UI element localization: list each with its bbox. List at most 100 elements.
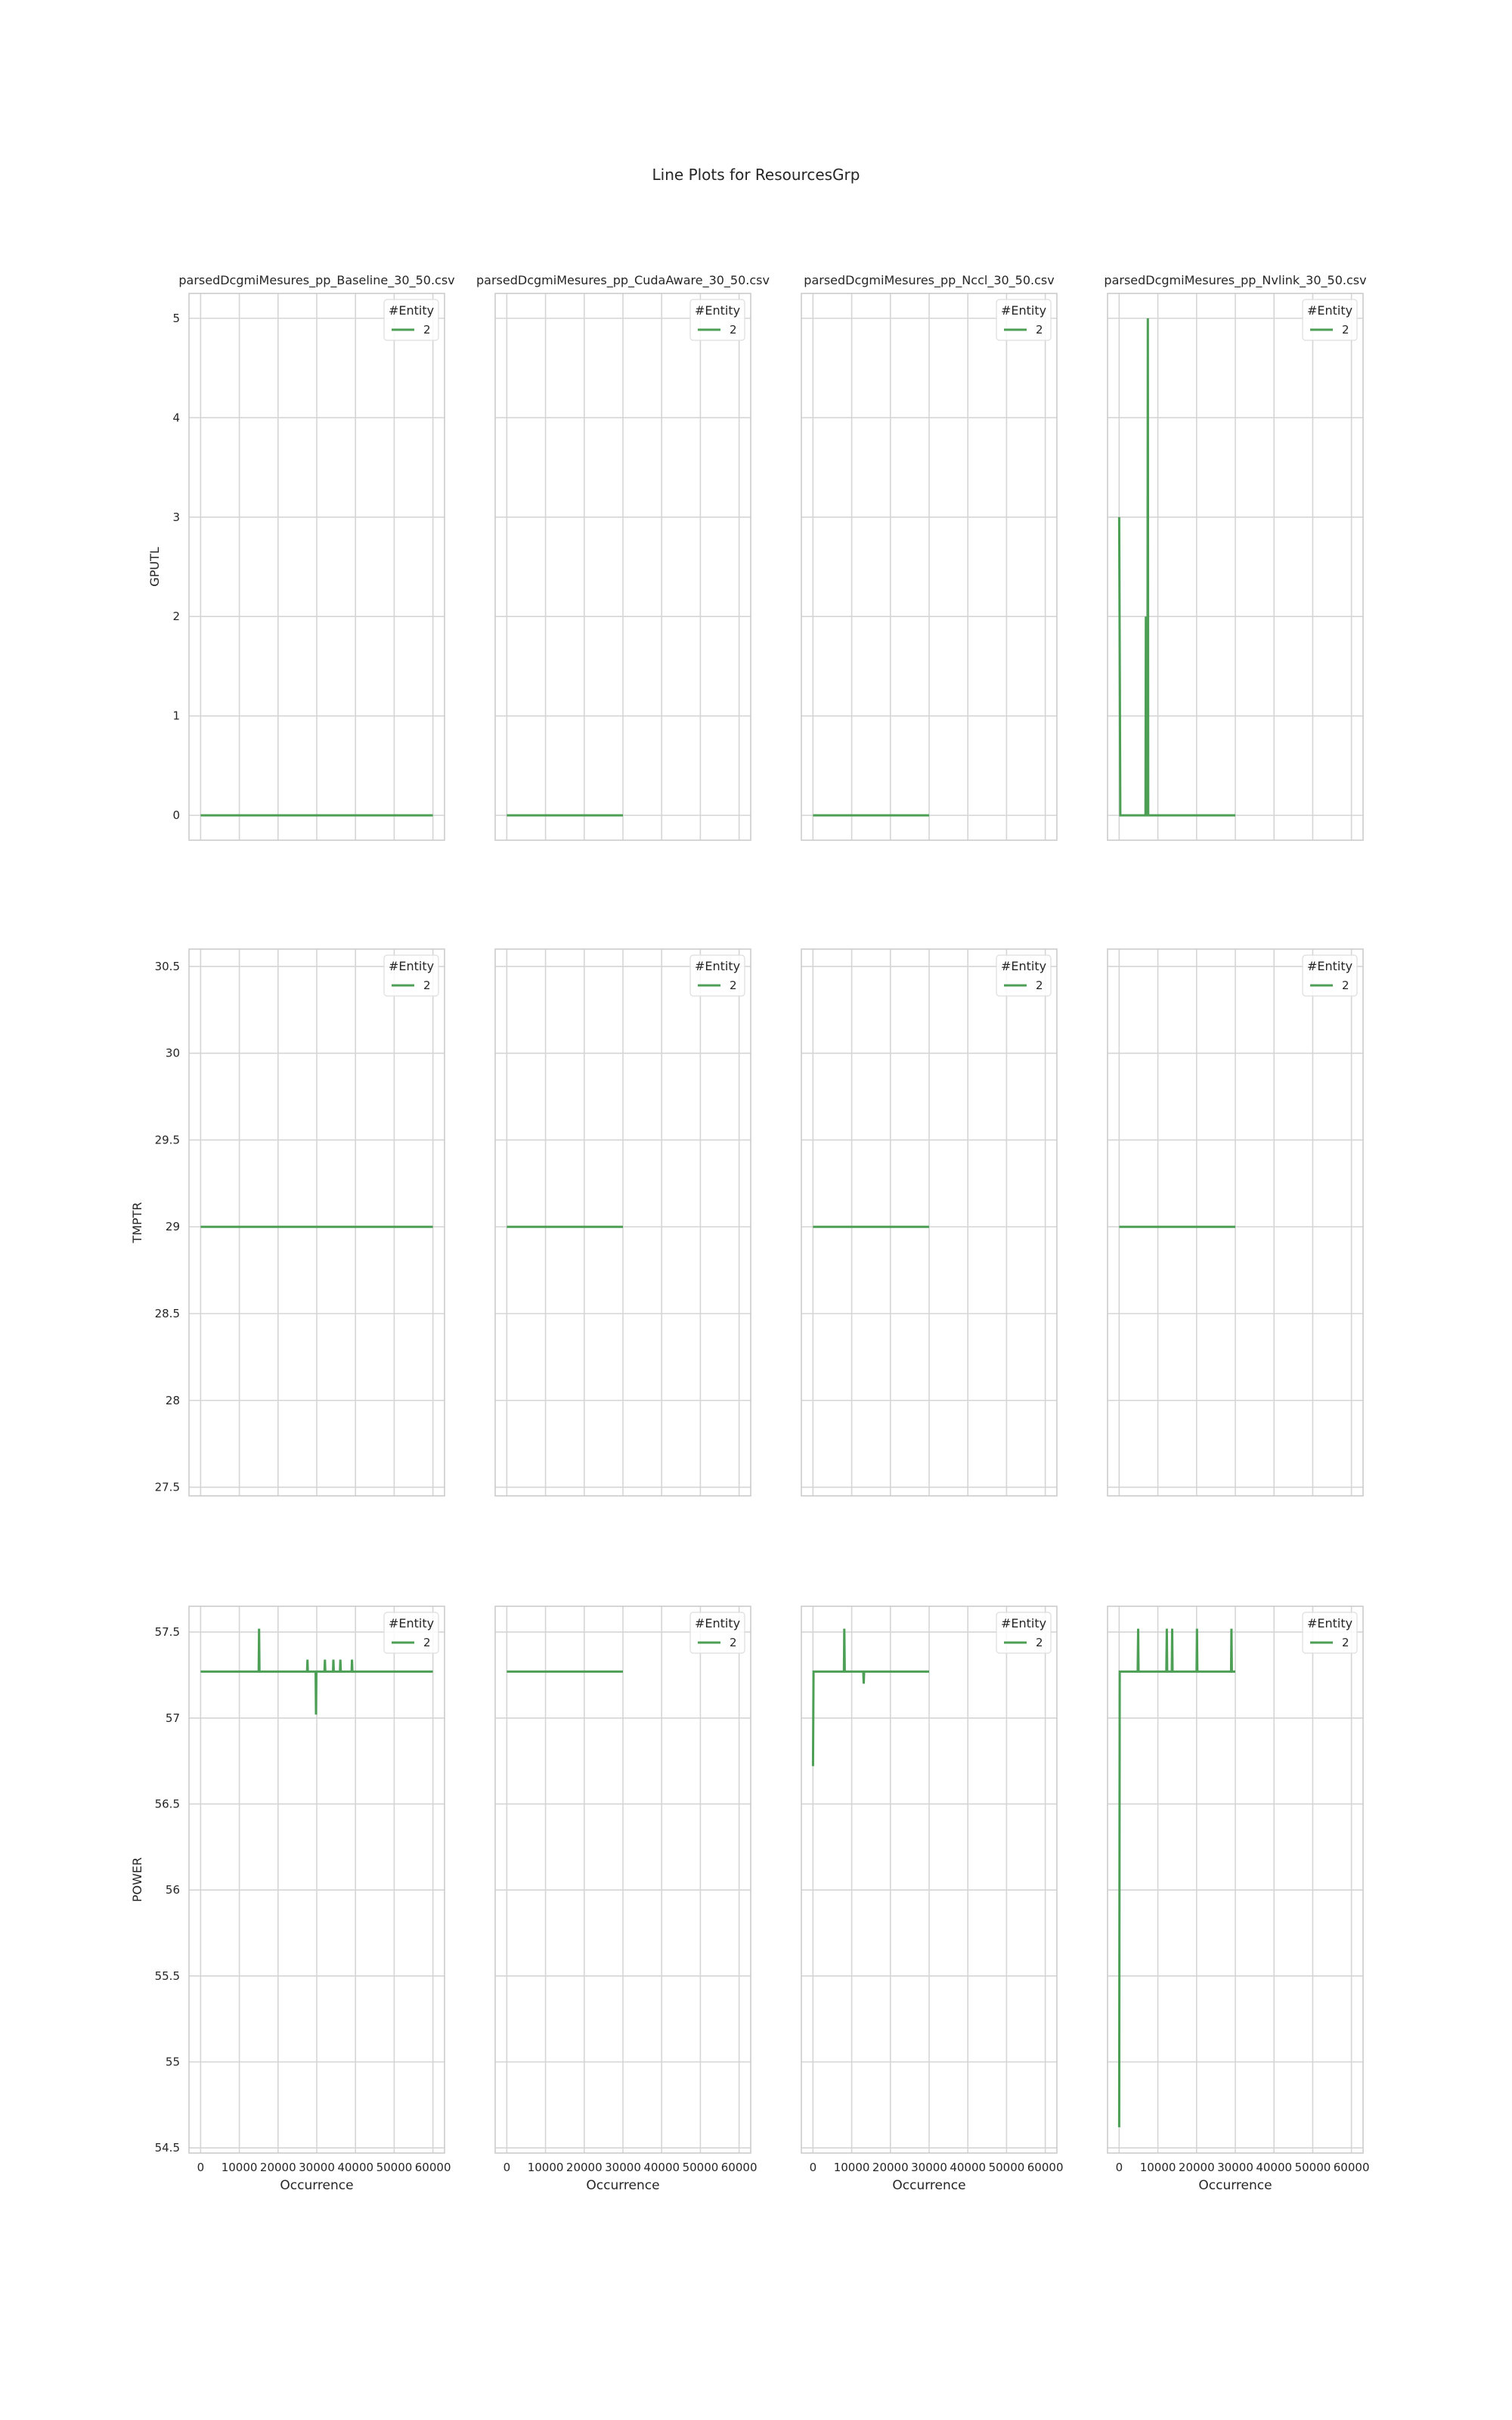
y-tick-label: 55.5 (155, 1969, 180, 1983)
y-axis-label: GPUTL (147, 547, 162, 587)
x-tick-label: 0 (503, 2161, 511, 2174)
legend-entry-label: 2 (423, 979, 431, 992)
legend-title: #Entity (695, 1616, 740, 1630)
x-tick-label: 40000 (1256, 2161, 1292, 2174)
legend-title: #Entity (389, 303, 434, 318)
x-tick-label: 0 (1116, 2161, 1123, 2174)
axes-frame (801, 293, 1058, 841)
x-tick-label: 0 (810, 2161, 817, 2174)
subplot-title: parsedDcgmiMesures_pp_Baseline_30_50.csv (178, 273, 454, 288)
x-tick-label: 60000 (415, 2161, 451, 2174)
axes-frame (801, 1606, 1058, 2154)
legend: #Entity 2 (689, 1612, 745, 1654)
subplot-gputl-4: parsedDcgmiMesures_pp_Nvlink_30_50.csv #E… (1104, 273, 1367, 841)
legend-title: #Entity (695, 303, 740, 318)
x-tick-label: 20000 (1179, 2161, 1215, 2174)
legend-entry-label: 2 (730, 979, 737, 992)
subplot-gputl-1: parsedDcgmiMesures_pp_Baseline_30_50.csv… (147, 273, 455, 841)
subplot-title: parsedDcgmiMesures_pp_CudaAware_30_50.cs… (476, 273, 770, 288)
x-tick-label: 50000 (683, 2161, 719, 2174)
y-tick-label: 54.5 (155, 2141, 180, 2155)
legend-entry-label: 2 (1036, 323, 1043, 337)
axes-frame (494, 1606, 751, 2154)
subplot-power-3: 0 10000 20000 30000 40000 50000 60000 Occurrenc… (801, 1606, 1063, 2193)
legend-title: #Entity (389, 1616, 434, 1630)
x-tick-label: 40000 (337, 2161, 373, 2174)
series-line-2 (1117, 318, 1235, 817)
subplot-tmptr-3: #Entity 2 (801, 948, 1058, 1497)
series-line-2 (1117, 1628, 1235, 2127)
series-line-2 (811, 1628, 929, 1767)
legend-title: #Entity (389, 959, 434, 973)
x-tick-label: 30000 (299, 2161, 335, 2174)
y-tick-label: 30 (166, 1047, 180, 1060)
x-tick-label: 20000 (260, 2161, 296, 2174)
legend-entry-label: 2 (1036, 1636, 1043, 1649)
x-tick-label: 30000 (911, 2161, 947, 2174)
legend-entry-label: 2 (1036, 979, 1043, 992)
legend: #Entity 2 (689, 299, 745, 341)
y-tick-label: 29.5 (155, 1133, 180, 1146)
x-tick-label: 10000 (528, 2161, 564, 2174)
series-line-2 (200, 1628, 433, 1715)
y-tick-label: 56 (166, 1883, 180, 1897)
y-tick-label: 29 (166, 1220, 180, 1233)
x-tick-label: 50000 (989, 2161, 1025, 2174)
legend: #Entity 2 (1302, 954, 1358, 997)
legend: #Entity 2 (383, 1612, 439, 1654)
subplot-tmptr-4: #Entity 2 (1107, 948, 1364, 1497)
x-axis-label: Occurrence (892, 2178, 965, 2193)
axes-frame (188, 1606, 445, 2154)
x-tick-label: 0 (197, 2161, 205, 2174)
subplot-gputl-3: parsedDcgmiMesures_pp_Nccl_30_50.csv #Ent… (801, 273, 1058, 841)
y-tick-label: 55 (166, 2055, 180, 2069)
legend-entry-label: 2 (1342, 979, 1349, 992)
legend-entry-label: 2 (730, 323, 737, 337)
y-tick-label: 57 (166, 1711, 180, 1725)
legend-title: #Entity (1307, 1616, 1352, 1630)
axes-frame (801, 948, 1058, 1497)
subplot-gputl-2: parsedDcgmiMesures_pp_CudaAware_30_50.cs… (476, 273, 770, 841)
legend: #Entity 2 (1302, 299, 1358, 341)
axes-frame (188, 293, 445, 841)
legend-title: #Entity (1001, 959, 1046, 973)
axes-frame (1107, 293, 1364, 841)
axes-frame (1107, 1606, 1364, 2154)
legend-entry-label: 2 (423, 323, 431, 337)
subplot-title: parsedDcgmiMesures_pp_Nccl_30_50.csv (804, 273, 1054, 288)
x-tick-label: 20000 (566, 2161, 603, 2174)
legend: #Entity 2 (383, 954, 439, 997)
y-tick-label: 28 (166, 1394, 180, 1407)
legend-title: #Entity (1307, 959, 1352, 973)
y-axis-label: POWER (130, 1857, 144, 1902)
legend: #Entity 2 (689, 954, 745, 997)
y-tick-label: 30.5 (155, 960, 180, 973)
legend: #Entity 2 (996, 1612, 1052, 1654)
legend: #Entity 2 (996, 299, 1052, 341)
subplot-grid: parsedDcgmiMesures_pp_Baseline_30_50.csv… (130, 273, 1369, 2193)
subplot-power-2: 0 10000 20000 30000 40000 50000 60000 Occurrenc… (494, 1606, 757, 2193)
axes-frame (188, 948, 445, 1497)
x-tick-label: 10000 (1140, 2161, 1176, 2174)
subplot-power-4: 0 10000 20000 30000 40000 50000 60000 Occurrenc… (1107, 1606, 1370, 2193)
x-axis-label: Occurrence (586, 2178, 659, 2193)
x-tick-label: 50000 (376, 2161, 413, 2174)
y-tick-label: 2 (172, 610, 180, 623)
subplot-power-1: 54.5 55 55.5 56 56.5 57 57.5 POWER 0 10000 20000 30… (130, 1606, 451, 2193)
x-tick-label: 10000 (222, 2161, 258, 2174)
legend: #Entity 2 (383, 299, 439, 341)
legend-title: #Entity (1307, 303, 1352, 318)
axes-frame (494, 293, 751, 841)
y-tick-label: 28.5 (155, 1307, 180, 1320)
y-tick-label: 27.5 (155, 1481, 180, 1494)
y-tick-label: 57.5 (155, 1625, 180, 1639)
x-tick-label: 20000 (872, 2161, 909, 2174)
legend-title: #Entity (1001, 1616, 1046, 1630)
y-tick-label: 0 (172, 808, 180, 822)
legend-entry-label: 2 (1342, 1636, 1349, 1649)
y-tick-label: 4 (172, 411, 180, 424)
x-tick-label: 60000 (1334, 2161, 1370, 2174)
x-axis-label: Occurrence (280, 2178, 353, 2193)
axes-frame (1107, 948, 1364, 1497)
